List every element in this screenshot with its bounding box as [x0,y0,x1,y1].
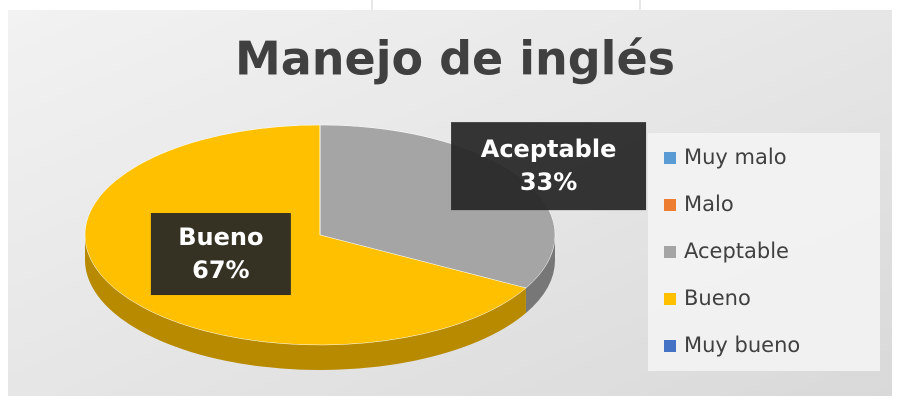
data-label-category: Bueno [178,223,263,251]
legend-box [648,133,880,371]
legend-label: Malo [684,192,734,216]
legend: Muy malo Malo Aceptable Bueno Muy bueno [664,145,800,357]
legend-swatch [664,246,676,258]
data-label-value: 67% [192,256,249,284]
data-label-value: 33% [520,168,577,196]
legend-label: Bueno [684,286,751,310]
legend-label: Muy bueno [684,333,800,357]
legend-swatch [664,199,676,211]
legend-swatch [664,293,676,305]
chart-title: Manejo de inglés [235,32,675,86]
legend-swatch [664,340,676,352]
legend-label: Aceptable [684,239,789,263]
legend-label: Muy malo [684,145,787,169]
legend-swatch [664,152,676,164]
data-labels: Aceptable 33% Bueno 67% [150,122,647,296]
data-label-category: Aceptable [481,135,617,163]
data-label-box [150,213,291,296]
data-label-box [451,122,647,211]
slice-side [85,235,526,370]
slice-side [525,235,555,313]
